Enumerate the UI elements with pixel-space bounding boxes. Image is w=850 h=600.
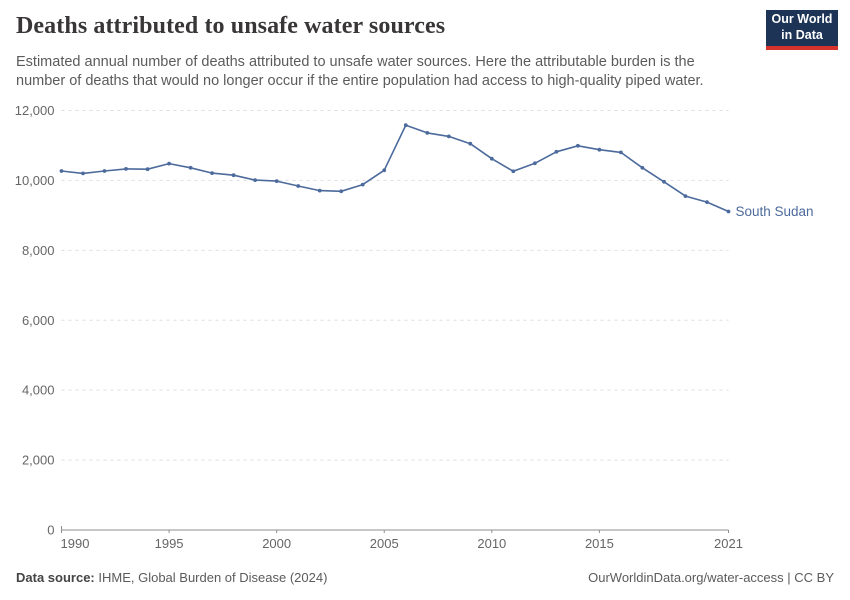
data-point[interactable] (489, 156, 494, 161)
y-tick-label: 2,000 (22, 453, 55, 468)
y-tick-label: 6,000 (22, 313, 55, 328)
chart-subtitle: Estimated annual number of deaths attrib… (16, 54, 704, 90)
series-label[interactable]: South Sudan (736, 204, 814, 219)
owid-logo[interactable]: Our World in Data (766, 10, 838, 50)
chart-footer: Data source: IHME, Global Burden of Dise… (16, 570, 834, 588)
data-point[interactable] (425, 131, 430, 135)
data-point[interactable] (339, 189, 344, 194)
owid-logo-line2: in Data (781, 28, 823, 42)
data-point[interactable] (102, 169, 107, 173)
data-point[interactable] (576, 143, 580, 148)
x-tick-label: 1995 (155, 536, 184, 551)
data-point[interactable] (124, 167, 128, 171)
data-point[interactable] (59, 169, 64, 173)
page-title: Deaths attributed to unsafe water source… (16, 13, 446, 39)
data-point[interactable] (253, 178, 257, 182)
x-tick-label: 2021 (714, 536, 743, 551)
data-point[interactable] (210, 171, 215, 175)
data-point[interactable] (511, 169, 516, 174)
x-tick-label: 2000 (262, 536, 291, 551)
data-point[interactable] (317, 188, 322, 193)
data-point[interactable] (705, 200, 709, 204)
data-point[interactable] (382, 168, 387, 173)
y-tick-label: 10,000 (15, 173, 55, 188)
y-tick-label: 8,000 (22, 243, 55, 258)
credit-line: OurWorldinData.org/water-access | CC BY (588, 570, 834, 585)
data-point[interactable] (597, 147, 602, 152)
data-point[interactable] (81, 171, 85, 176)
data-point[interactable] (403, 123, 408, 128)
data-point[interactable] (167, 161, 172, 166)
data-point[interactable] (640, 165, 645, 170)
data-point[interactable] (554, 149, 559, 154)
data-point[interactable] (446, 134, 451, 139)
y-tick-label: 4,000 (22, 383, 55, 398)
data-point[interactable] (533, 161, 537, 166)
data-point[interactable] (726, 209, 731, 214)
data-line[interactable] (60, 124, 730, 213)
x-tick-label: 2005 (370, 536, 399, 551)
data-source-text: IHME, Global Burden of Disease (2024) (94, 570, 328, 585)
data-point[interactable] (188, 165, 193, 170)
x-tick-label: 2015 (585, 536, 614, 551)
x-tick-label: 1990 (61, 536, 90, 551)
data-point[interactable] (662, 179, 666, 184)
data-point[interactable] (274, 179, 279, 183)
data-point[interactable] (360, 182, 365, 187)
data-point[interactable] (468, 141, 473, 146)
data-point[interactable] (145, 167, 150, 172)
data-point[interactable] (683, 194, 688, 198)
data-source: Data source: IHME, Global Burden of Dise… (16, 570, 327, 585)
owid-logo-line1: Our World (771, 12, 833, 27)
chart-canvas[interactable]: 0 2,000 4,000 6,000 8,000 10,000 12,000 1990 199… (0, 95, 850, 560)
x-tick-label: 2010 (477, 536, 506, 551)
data-point[interactable] (619, 150, 623, 155)
data-point[interactable] (296, 184, 301, 188)
data-point[interactable] (231, 173, 236, 178)
y-tick-label: 12,000 (15, 103, 55, 118)
data-source-label: Data source: (16, 570, 95, 585)
y-tick-label: 0 (47, 523, 54, 538)
